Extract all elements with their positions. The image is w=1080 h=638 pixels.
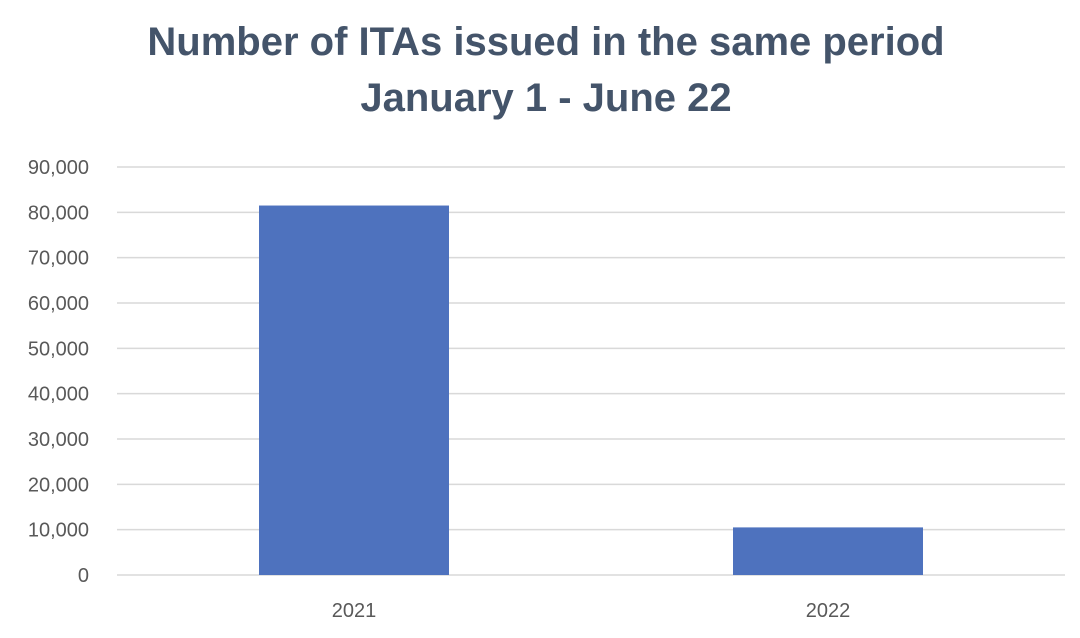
- bar-2022: [733, 527, 923, 575]
- y-tick-label: 30,000: [28, 429, 89, 451]
- y-tick-label: 10,000: [28, 520, 89, 542]
- y-axis-ticks: 0 10,000 20,000 30,000 40,000 50,000 60,000 70,…: [28, 157, 89, 587]
- chart-title: Number of ITAs issued in the same period: [147, 20, 945, 64]
- x-tick-label: 2021: [332, 600, 377, 622]
- bar-2021: [259, 205, 449, 576]
- chart-title-block: Number of ITAs issued in the same period…: [0, 14, 1080, 126]
- chart-subtitle: January 1 - June 22: [360, 76, 732, 120]
- y-tick-label: 60,000: [28, 293, 89, 315]
- y-tick-label: 50,000: [28, 338, 89, 360]
- x-axis-ticks: 2021 2022: [332, 600, 851, 622]
- y-tick-label: 70,000: [28, 248, 89, 270]
- x-tick-label: 2022: [806, 600, 851, 622]
- bars: [259, 205, 923, 576]
- y-tick-label: 90,000: [28, 157, 89, 179]
- y-tick-label: 40,000: [28, 384, 89, 406]
- y-tick-label: 20,000: [28, 474, 89, 496]
- y-tick-label: 0: [78, 565, 89, 587]
- y-tick-label: 80,000: [28, 202, 89, 224]
